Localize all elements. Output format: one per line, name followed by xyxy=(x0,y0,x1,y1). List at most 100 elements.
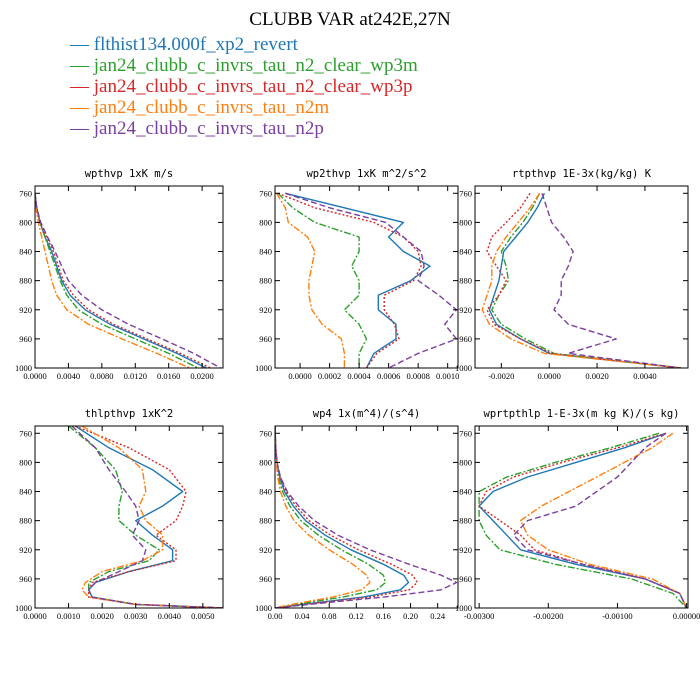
x-tick-label: -0.00100 xyxy=(602,611,632,621)
y-tick-label: 800 xyxy=(459,457,472,467)
x-tick-label: 0.0050 xyxy=(191,611,214,621)
y-tick-label: 960 xyxy=(459,574,472,584)
y-tick-label: 960 xyxy=(19,574,32,584)
y-tick-label: 1000 xyxy=(255,363,272,373)
series-line xyxy=(277,192,368,368)
series-line xyxy=(275,426,371,608)
y-tick-label: 800 xyxy=(259,457,272,467)
series-line xyxy=(491,192,681,368)
x-tick-label: 0.0160 xyxy=(157,371,180,381)
x-tick-label: 0.16 xyxy=(376,611,391,621)
plot-frame xyxy=(34,425,224,609)
series-line xyxy=(35,193,190,368)
plot-frame xyxy=(474,185,689,369)
panel-title: wpthvp 1xK m/s xyxy=(85,168,174,180)
x-tick-label: 0.0002 xyxy=(318,371,341,381)
x-tick-label: 0.0040 xyxy=(57,371,80,381)
legend-entry: — jan24_clubb_c_invrs_tau_n2_clear_wp3m xyxy=(69,55,418,76)
series-line xyxy=(478,432,688,608)
x-tick-label: 0.0000 xyxy=(23,371,46,381)
panel-title: wp4 1x(m^4)/(s^4) xyxy=(313,408,420,420)
x-tick-label: 0.0030 xyxy=(124,611,147,621)
series-line xyxy=(478,432,688,608)
y-tick-label: 920 xyxy=(459,545,472,555)
x-tick-label: -0.00300 xyxy=(464,611,494,621)
legend-entry: — flthist134.000f_xp2_revert xyxy=(69,34,299,55)
y-tick-label: 840 xyxy=(259,487,272,497)
y-tick-label: 920 xyxy=(259,545,272,555)
series-line xyxy=(541,193,681,368)
x-tick-label: 0.0010 xyxy=(436,371,459,381)
x-tick-label: -0.0020 xyxy=(488,371,514,381)
plot-panel: wp2thvp 1xK m^2/s^2 760 800 840 880 920 960 100… xyxy=(255,168,459,381)
plot-frame xyxy=(274,185,459,369)
x-tick-label: 0.04 xyxy=(295,611,311,621)
y-tick-label: 920 xyxy=(459,305,472,315)
y-tick-label: 960 xyxy=(259,334,272,344)
y-tick-label: 760 xyxy=(19,188,32,198)
series-line xyxy=(71,426,223,608)
y-tick-label: 920 xyxy=(259,305,272,315)
y-tick-label: 760 xyxy=(459,188,472,198)
y-tick-label: 920 xyxy=(19,305,32,315)
y-tick-label: 800 xyxy=(459,217,472,227)
plot-panel: wp4 1x(m^4)/(s^4)76080084088092096010000… xyxy=(255,408,459,621)
x-tick-label: 0.0010 xyxy=(57,611,80,621)
x-tick-label: 0.08 xyxy=(322,611,337,621)
series-line xyxy=(513,432,688,608)
x-tick-label: 0.12 xyxy=(349,611,364,621)
y-tick-label: 960 xyxy=(259,574,272,584)
panel-title: thlpthvp 1xK^2 xyxy=(85,408,174,420)
panels-grid: wpthvp 1xK m/s76080084088092096010000.00… xyxy=(15,168,700,621)
plot-frame xyxy=(474,425,689,609)
plot-frame xyxy=(34,185,224,369)
series-line xyxy=(285,192,431,368)
plot-panel: rtpthvp 1E-3x(kg/kg) K 760 800 840 880 920 960… xyxy=(455,168,689,381)
y-tick-label: 840 xyxy=(19,247,32,257)
series-line xyxy=(68,426,223,608)
panel-title: wprtpthlp 1-E-3x(m kg K)/(s kg) xyxy=(484,408,680,420)
x-tick-label: 0.24 xyxy=(430,611,446,621)
x-tick-label: 0.0080 xyxy=(90,371,113,381)
plot-frame xyxy=(274,425,459,609)
x-tick-label: 0.0040 xyxy=(633,371,656,381)
y-tick-label: 800 xyxy=(19,457,32,467)
x-tick-label: 0.0120 xyxy=(124,371,147,381)
x-tick-label: 0.0040 xyxy=(158,611,181,621)
series-line xyxy=(275,426,418,608)
x-tick-label: 0.20 xyxy=(403,611,418,621)
x-tick-label: -0.00200 xyxy=(533,611,563,621)
y-tick-label: 880 xyxy=(459,276,472,286)
x-tick-label: 0.0000 xyxy=(288,371,311,381)
series-line xyxy=(275,192,346,368)
y-tick-label: 880 xyxy=(259,276,272,286)
y-tick-label: 1000 xyxy=(255,603,272,613)
series-line xyxy=(486,192,681,368)
x-tick-label: 0.0000 xyxy=(538,371,561,381)
legend-entry: — jan24_clubb_c_invrs_tau_n2_clear_wp3p xyxy=(69,76,412,97)
series-line xyxy=(519,432,688,608)
legend-entry: — jan24_clubb_c_invrs_tau_n2p xyxy=(69,118,324,139)
x-tick-label: 0.00000 xyxy=(673,611,700,621)
y-tick-label: 880 xyxy=(19,516,32,526)
x-tick-label: 0.00 xyxy=(268,611,283,621)
y-tick-label: 760 xyxy=(459,428,472,438)
series-line xyxy=(275,426,410,608)
series-line xyxy=(75,426,223,608)
y-tick-label: 880 xyxy=(19,276,32,286)
x-tick-label: 0.0000 xyxy=(23,611,46,621)
y-tick-label: 1000 xyxy=(455,363,472,373)
panel-title: rtpthvp 1E-3x(kg/kg) K xyxy=(512,168,652,180)
x-tick-label: 0.0006 xyxy=(377,371,400,381)
y-tick-label: 1000 xyxy=(15,363,32,373)
y-tick-label: 960 xyxy=(19,334,32,344)
y-tick-label: 840 xyxy=(259,247,272,257)
y-tick-label: 760 xyxy=(259,428,272,438)
series-line xyxy=(275,426,458,608)
series-line xyxy=(481,192,681,368)
y-tick-label: 920 xyxy=(19,545,32,555)
y-tick-label: 1000 xyxy=(455,603,472,613)
y-tick-label: 840 xyxy=(459,247,472,257)
series-line xyxy=(81,426,223,608)
y-tick-label: 960 xyxy=(459,334,472,344)
